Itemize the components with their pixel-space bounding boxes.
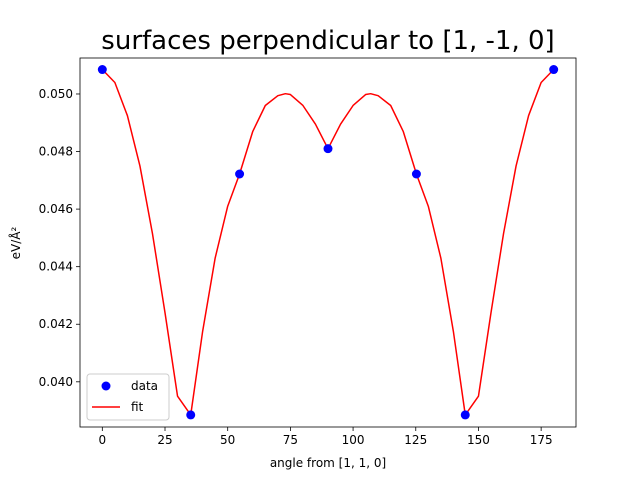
x-tick-label: 150 — [467, 433, 490, 447]
x-tick-label: 50 — [220, 433, 235, 447]
y-tick-label: 0.042 — [39, 317, 73, 331]
data-point — [549, 65, 559, 75]
legend-fit-label: fit — [131, 400, 144, 414]
legend-data-label: data — [131, 379, 158, 393]
x-tick-label: 175 — [530, 433, 553, 447]
x-axis-label: angle from [1, 1, 0] — [270, 456, 386, 470]
x-tick-label: 75 — [283, 433, 298, 447]
plot-area: 0 25 50 75 100 125 150 175 0.040 0.042 0.044 0.046 0… — [39, 57, 577, 447]
x-tick-label: 25 — [157, 433, 172, 447]
data-point — [460, 410, 470, 420]
data-point — [323, 144, 333, 154]
data-point — [97, 65, 107, 75]
plot-frame — [79, 57, 577, 428]
x-tick-label: 0 — [98, 433, 106, 447]
legend: data fit — [86, 373, 170, 421]
data-point — [186, 410, 196, 420]
x-tick-label: 100 — [342, 433, 365, 447]
y-tick-label: 0.048 — [39, 145, 73, 159]
y-tick-label: 0.046 — [39, 202, 73, 216]
data-point — [411, 169, 421, 179]
y-tick-label: 0.044 — [39, 260, 73, 274]
data-point — [235, 169, 245, 179]
fit-line — [101, 68, 555, 416]
y-axis-label: eV/Å² — [8, 226, 23, 259]
legend-data-marker — [101, 381, 111, 391]
y-tick-label: 0.040 — [39, 375, 73, 389]
y-tick-label: 0.050 — [39, 87, 73, 101]
chart-title: surfaces perpendicular to [1, -1, 0] — [101, 26, 554, 56]
x-tick-label: 125 — [404, 433, 427, 447]
